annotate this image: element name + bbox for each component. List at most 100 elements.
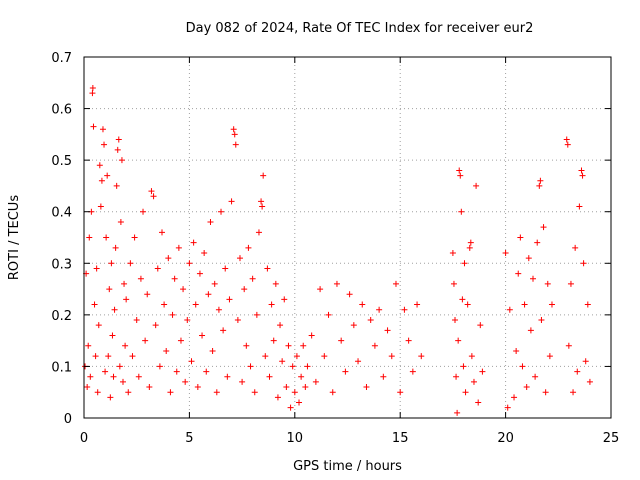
data-point <box>298 373 305 380</box>
data-point <box>188 358 195 365</box>
data-point <box>371 342 378 349</box>
data-point <box>218 208 225 215</box>
data-point <box>90 123 97 130</box>
data-point <box>409 368 416 375</box>
data-point <box>163 347 170 354</box>
data-point <box>333 280 340 287</box>
y-tick-label: 0.5 <box>51 154 72 169</box>
data-point <box>564 141 571 148</box>
data-point <box>236 255 243 262</box>
data-point <box>464 301 471 308</box>
data-point <box>473 182 480 189</box>
data-point <box>338 337 345 344</box>
data-point <box>180 286 187 293</box>
data-point <box>312 378 319 385</box>
data-point <box>452 317 459 324</box>
data-point <box>107 394 114 401</box>
data-point <box>302 384 309 391</box>
data-point <box>175 244 182 251</box>
data-point <box>502 249 509 256</box>
data-point <box>205 291 212 298</box>
data-point <box>574 368 581 375</box>
data-point <box>89 90 96 97</box>
data-point <box>241 286 248 293</box>
data-point <box>113 182 120 189</box>
data-point <box>167 389 174 396</box>
data-point <box>196 270 203 277</box>
data-point <box>291 389 298 396</box>
data-point <box>93 265 100 272</box>
data-point <box>249 275 256 282</box>
data-point <box>461 260 468 267</box>
data-point <box>277 322 284 329</box>
plot-frame <box>83 56 612 419</box>
data-point <box>264 265 271 272</box>
data-point <box>534 239 541 246</box>
data-point <box>259 203 266 210</box>
data-point <box>523 384 530 391</box>
data-point <box>231 131 238 138</box>
data-point <box>579 172 586 179</box>
data-point <box>101 141 108 148</box>
data-point <box>380 373 387 380</box>
data-point <box>578 167 585 174</box>
data-point <box>184 317 191 324</box>
data-point <box>283 384 290 391</box>
data-point <box>152 322 159 329</box>
data-point <box>457 172 464 179</box>
data-point <box>321 353 328 360</box>
data-point <box>466 244 473 251</box>
data-point <box>177 337 184 344</box>
data-point <box>274 394 281 401</box>
data-point <box>234 317 241 324</box>
chart-title: Day 082 of 2024, Rate Of TEC Index for r… <box>186 21 534 36</box>
data-point <box>513 347 520 354</box>
data-point <box>129 353 136 360</box>
data-point <box>104 172 111 179</box>
data-point <box>92 353 99 360</box>
data-point <box>245 244 252 251</box>
data-point <box>287 404 294 411</box>
data-point <box>537 177 544 184</box>
data-point <box>91 301 98 308</box>
data-point <box>230 126 237 133</box>
data-point <box>266 373 273 380</box>
data-point <box>584 301 591 308</box>
data-point <box>186 260 193 267</box>
data-point <box>350 322 357 329</box>
data-point <box>99 126 106 133</box>
data-point <box>150 193 157 200</box>
data-point <box>182 378 189 385</box>
data-point <box>540 224 547 231</box>
data-point <box>224 373 231 380</box>
x-tick-label: 0 <box>80 431 88 446</box>
data-points <box>82 84 593 416</box>
data-point <box>506 306 513 313</box>
data-point <box>142 337 149 344</box>
data-point <box>475 399 482 406</box>
data-point <box>255 229 262 236</box>
data-point <box>548 301 555 308</box>
data-point <box>515 270 522 277</box>
data-point <box>460 363 467 370</box>
data-point <box>239 378 246 385</box>
y-tick-label: 0.7 <box>51 51 72 66</box>
data-point <box>281 296 288 303</box>
data-point <box>165 255 172 262</box>
data-point <box>567 280 574 287</box>
data-point <box>467 239 474 246</box>
data-point <box>477 322 484 329</box>
data-point <box>251 389 258 396</box>
data-point <box>580 260 587 267</box>
data-point <box>405 337 412 344</box>
data-point <box>194 384 201 391</box>
data-point <box>123 296 130 303</box>
data-point <box>158 229 165 236</box>
data-point <box>458 208 465 215</box>
x-tick-label: 25 <box>603 431 620 446</box>
data-point <box>199 332 206 339</box>
data-point <box>106 286 113 293</box>
data-point <box>285 342 292 349</box>
data-point <box>317 286 324 293</box>
data-point <box>570 389 577 396</box>
